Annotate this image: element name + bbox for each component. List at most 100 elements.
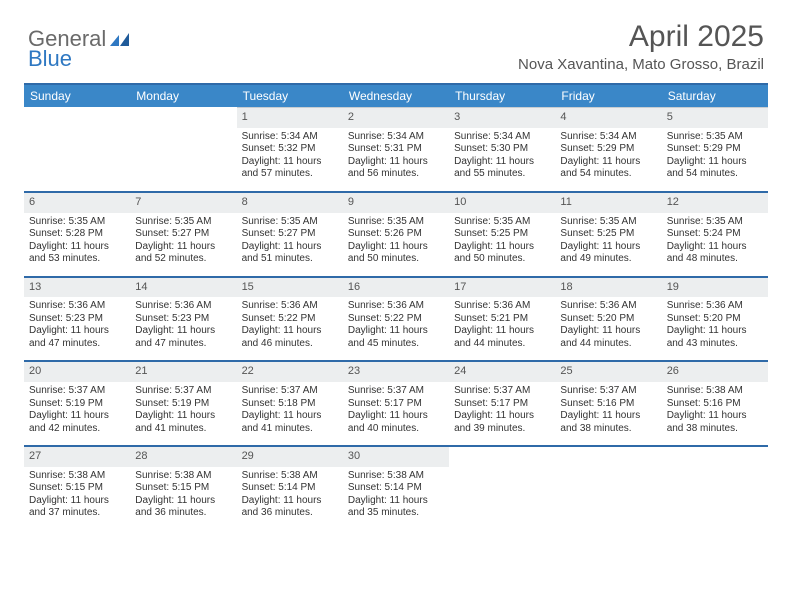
calendar-day-cell: 1Sunrise: 5:34 AMSunset: 5:32 PMDaylight… [237, 107, 343, 191]
daylight-line: Daylight: 11 hours and 50 minutes. [454, 241, 550, 266]
daylight-line: Daylight: 11 hours and 43 minutes. [667, 325, 763, 350]
sunrise-line: Sunrise: 5:36 AM [560, 300, 656, 313]
daylight-line: Daylight: 11 hours and 47 minutes. [29, 325, 125, 350]
daylight-line: Daylight: 11 hours and 41 minutes. [242, 410, 338, 435]
day-number: 17 [449, 276, 555, 298]
page-title: April 2025 [24, 20, 764, 54]
calendar-day-cell: 13Sunrise: 5:36 AMSunset: 5:23 PMDayligh… [24, 276, 130, 361]
sunrise-line: Sunrise: 5:36 AM [667, 300, 763, 313]
calendar-day-cell: 28Sunrise: 5:38 AMSunset: 5:15 PMDayligh… [130, 445, 236, 530]
sunrise-line: Sunrise: 5:35 AM [667, 216, 763, 229]
sunrise-line: Sunrise: 5:38 AM [29, 470, 125, 483]
calendar-day-cell: 5Sunrise: 5:35 AMSunset: 5:29 PMDaylight… [662, 107, 768, 191]
sunrise-line: Sunrise: 5:38 AM [135, 470, 231, 483]
day-number: 20 [24, 360, 130, 382]
day-number: 26 [662, 360, 768, 382]
calendar-day-cell: 6Sunrise: 5:35 AMSunset: 5:28 PMDaylight… [24, 191, 130, 276]
calendar-empty-cell [555, 445, 661, 530]
sunset-line: Sunset: 5:22 PM [348, 313, 444, 326]
day-body: Sunrise: 5:35 AMSunset: 5:28 PMDaylight:… [24, 213, 130, 276]
sunset-line: Sunset: 5:27 PM [242, 228, 338, 241]
day-body: Sunrise: 5:37 AMSunset: 5:16 PMDaylight:… [555, 382, 661, 445]
day-body: Sunrise: 5:37 AMSunset: 5:17 PMDaylight:… [343, 382, 449, 445]
calendar-day-cell: 29Sunrise: 5:38 AMSunset: 5:14 PMDayligh… [237, 445, 343, 530]
sunset-line: Sunset: 5:20 PM [560, 313, 656, 326]
sunrise-line: Sunrise: 5:38 AM [242, 470, 338, 483]
sunrise-line: Sunrise: 5:34 AM [242, 131, 338, 144]
sunrise-line: Sunrise: 5:37 AM [29, 385, 125, 398]
sunrise-line: Sunrise: 5:36 AM [242, 300, 338, 313]
sunrise-line: Sunrise: 5:37 AM [560, 385, 656, 398]
daylight-line: Daylight: 11 hours and 35 minutes. [348, 495, 444, 520]
sunrise-line: Sunrise: 5:35 AM [242, 216, 338, 229]
calendar-week-row: 20Sunrise: 5:37 AMSunset: 5:19 PMDayligh… [24, 360, 768, 445]
daylight-line: Daylight: 11 hours and 54 minutes. [560, 156, 656, 181]
calendar-week-row: 27Sunrise: 5:38 AMSunset: 5:15 PMDayligh… [24, 445, 768, 530]
calendar-table: Sunday Monday Tuesday Wednesday Thursday… [24, 83, 768, 530]
daylight-line: Daylight: 11 hours and 51 minutes. [242, 241, 338, 266]
day-body: Sunrise: 5:36 AMSunset: 5:21 PMDaylight:… [449, 297, 555, 360]
calendar-day-cell: 15Sunrise: 5:36 AMSunset: 5:22 PMDayligh… [237, 276, 343, 361]
calendar-week-row: 1Sunrise: 5:34 AMSunset: 5:32 PMDaylight… [24, 107, 768, 191]
calendar-day-cell: 17Sunrise: 5:36 AMSunset: 5:21 PMDayligh… [449, 276, 555, 361]
daylight-line: Daylight: 11 hours and 49 minutes. [560, 241, 656, 266]
daylight-line: Daylight: 11 hours and 57 minutes. [242, 156, 338, 181]
calendar-day-cell: 26Sunrise: 5:38 AMSunset: 5:16 PMDayligh… [662, 360, 768, 445]
day-number: 18 [555, 276, 661, 298]
day-number: 27 [24, 445, 130, 467]
day-number: 5 [662, 107, 768, 128]
sunset-line: Sunset: 5:22 PM [242, 313, 338, 326]
sunrise-line: Sunrise: 5:35 AM [29, 216, 125, 229]
sunrise-line: Sunrise: 5:37 AM [242, 385, 338, 398]
calendar-day-cell: 22Sunrise: 5:37 AMSunset: 5:18 PMDayligh… [237, 360, 343, 445]
sunrise-line: Sunrise: 5:37 AM [348, 385, 444, 398]
daylight-line: Daylight: 11 hours and 38 minutes. [667, 410, 763, 435]
day-number: 3 [449, 107, 555, 128]
calendar-day-cell: 25Sunrise: 5:37 AMSunset: 5:16 PMDayligh… [555, 360, 661, 445]
sunset-line: Sunset: 5:23 PM [135, 313, 231, 326]
sunset-line: Sunset: 5:19 PM [135, 398, 231, 411]
sunset-line: Sunset: 5:30 PM [454, 143, 550, 156]
brand-line2: Blue [28, 48, 130, 70]
day-body: Sunrise: 5:34 AMSunset: 5:31 PMDaylight:… [343, 128, 449, 191]
daylight-line: Daylight: 11 hours and 39 minutes. [454, 410, 550, 435]
day-number: 7 [130, 191, 236, 213]
day-body: Sunrise: 5:38 AMSunset: 5:15 PMDaylight:… [130, 467, 236, 530]
calendar-week-row: 6Sunrise: 5:35 AMSunset: 5:28 PMDaylight… [24, 191, 768, 276]
calendar-week-row: 13Sunrise: 5:36 AMSunset: 5:23 PMDayligh… [24, 276, 768, 361]
day-number: 22 [237, 360, 343, 382]
sunset-line: Sunset: 5:23 PM [29, 313, 125, 326]
calendar-empty-cell [449, 445, 555, 530]
calendar-empty-cell [130, 107, 236, 191]
sunset-line: Sunset: 5:15 PM [135, 482, 231, 495]
day-body: Sunrise: 5:35 AMSunset: 5:27 PMDaylight:… [130, 213, 236, 276]
sunrise-line: Sunrise: 5:35 AM [560, 216, 656, 229]
daylight-line: Daylight: 11 hours and 46 minutes. [242, 325, 338, 350]
col-friday: Friday [555, 84, 661, 107]
day-body: Sunrise: 5:36 AMSunset: 5:23 PMDaylight:… [130, 297, 236, 360]
daylight-line: Daylight: 11 hours and 47 minutes. [135, 325, 231, 350]
day-number: 8 [237, 191, 343, 213]
calendar-day-cell: 27Sunrise: 5:38 AMSunset: 5:15 PMDayligh… [24, 445, 130, 530]
day-number: 21 [130, 360, 236, 382]
calendar-day-cell: 16Sunrise: 5:36 AMSunset: 5:22 PMDayligh… [343, 276, 449, 361]
sunrise-line: Sunrise: 5:36 AM [135, 300, 231, 313]
daylight-line: Daylight: 11 hours and 41 minutes. [135, 410, 231, 435]
day-body: Sunrise: 5:36 AMSunset: 5:20 PMDaylight:… [662, 297, 768, 360]
calendar-day-cell: 18Sunrise: 5:36 AMSunset: 5:20 PMDayligh… [555, 276, 661, 361]
calendar-day-cell: 14Sunrise: 5:36 AMSunset: 5:23 PMDayligh… [130, 276, 236, 361]
sunset-line: Sunset: 5:32 PM [242, 143, 338, 156]
day-number: 19 [662, 276, 768, 298]
calendar-day-cell: 4Sunrise: 5:34 AMSunset: 5:29 PMDaylight… [555, 107, 661, 191]
sunrise-line: Sunrise: 5:37 AM [454, 385, 550, 398]
calendar-day-cell: 3Sunrise: 5:34 AMSunset: 5:30 PMDaylight… [449, 107, 555, 191]
day-number: 25 [555, 360, 661, 382]
day-number: 9 [343, 191, 449, 213]
sunset-line: Sunset: 5:29 PM [667, 143, 763, 156]
daylight-line: Daylight: 11 hours and 36 minutes. [242, 495, 338, 520]
day-body: Sunrise: 5:38 AMSunset: 5:14 PMDaylight:… [237, 467, 343, 530]
calendar-day-cell: 12Sunrise: 5:35 AMSunset: 5:24 PMDayligh… [662, 191, 768, 276]
daylight-line: Daylight: 11 hours and 50 minutes. [348, 241, 444, 266]
day-body: Sunrise: 5:34 AMSunset: 5:30 PMDaylight:… [449, 128, 555, 191]
sunset-line: Sunset: 5:17 PM [454, 398, 550, 411]
